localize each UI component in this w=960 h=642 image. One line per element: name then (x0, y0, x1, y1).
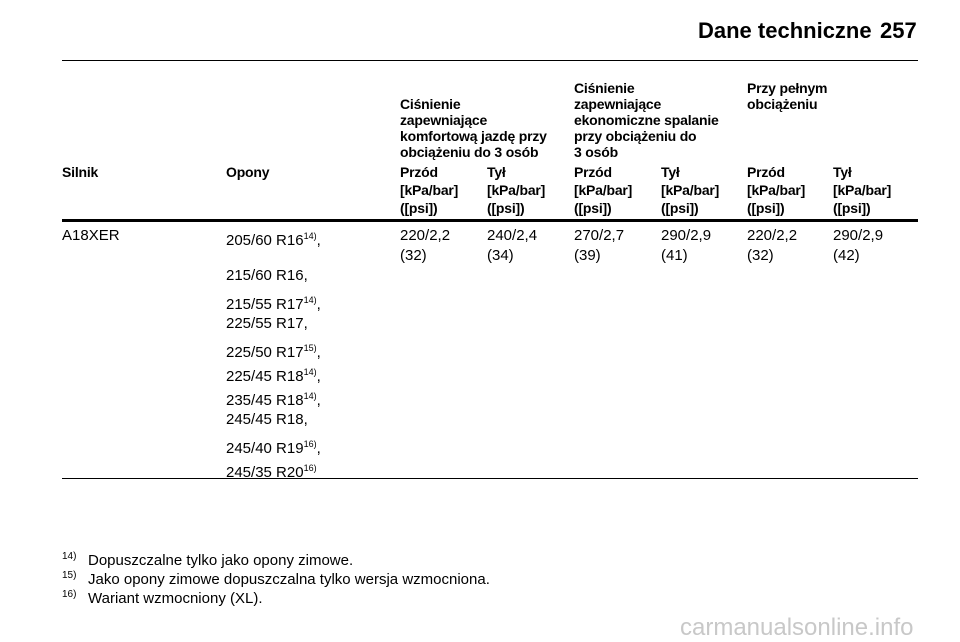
tyre-text: 215/60 R16, (226, 267, 308, 284)
tyre-note: 14) (303, 391, 317, 401)
pressure: 220/2,2 (400, 227, 451, 244)
group-header: 3 osób (574, 144, 618, 160)
group-header: Ciśnienie (400, 96, 461, 112)
tyre-text: 225/50 R17 (226, 344, 304, 361)
group-header: komfortową jazdę przy (400, 128, 547, 144)
tyre-size: 245/35 R2016) (226, 459, 317, 482)
watermark: carmanualsonline.info (680, 614, 914, 641)
column-header: Przód (400, 164, 438, 180)
tyre-note: 16) (303, 439, 317, 449)
tyre-size: 235/45 R1814), (226, 387, 321, 410)
unit-label: ([psi]) (400, 200, 438, 216)
tyre-size: 225/50 R1715), (226, 339, 321, 362)
tyre-size: 205/60 R1614), (226, 227, 321, 250)
tyre-suffix: , (316, 232, 321, 249)
unit-label: [kPa/bar] (833, 182, 892, 198)
pressure-psi: (39) (574, 247, 601, 264)
column-header: Silnik (62, 164, 99, 180)
column-header: Tył (661, 164, 680, 180)
column-header: Tył (833, 164, 852, 180)
unit-label: ([psi]) (487, 200, 525, 216)
tyre-note: 15) (303, 343, 317, 353)
engine: A18XER (62, 227, 120, 244)
page-title: Dane techniczne (698, 18, 872, 43)
page-number: 257 (880, 18, 917, 43)
unit-label: ([psi]) (574, 200, 612, 216)
unit-label: ([psi]) (833, 200, 871, 216)
tyre-suffix: , (316, 440, 321, 457)
tyre-size: 245/45 R18, (226, 411, 308, 429)
unit-label: [kPa/bar] (747, 182, 806, 198)
tyre-text: 235/45 R18 (226, 392, 304, 409)
tyre-size: 215/55 R1714), (226, 291, 321, 314)
tyre-note: 14) (303, 231, 317, 241)
group-header: przy obciążeniu do (574, 128, 697, 144)
footnote-text: Dopuszczalne tylko jako opony zimowe. (88, 552, 354, 569)
pressure: 290/2,9 (833, 227, 884, 244)
pressure-psi: (41) (661, 247, 688, 264)
tyre-suffix: , (316, 392, 321, 409)
footnote-text: Jako opony zimowe dopuszczalna tylko wer… (88, 571, 490, 588)
tyre-text: 245/35 R20 (226, 464, 304, 481)
group-header: Ciśnienie (574, 80, 635, 96)
group-header: ekonomiczne spalanie (574, 112, 719, 128)
column-header: Przód (574, 164, 612, 180)
pressure: 220/2,2 (747, 227, 798, 244)
unit-label: ([psi]) (661, 200, 699, 216)
pressure-psi: (32) (400, 247, 427, 264)
tyre-text: 205/60 R16 (226, 232, 304, 249)
tyre-note: 14) (303, 367, 317, 377)
tyre-suffix: , (316, 296, 321, 313)
tyre-size: 225/55 R17, (226, 315, 308, 333)
footnote-mark: 15) (62, 570, 77, 581)
tyre-size: 245/40 R1916), (226, 435, 321, 458)
column-header: Przód (747, 164, 785, 180)
tyre-size: 215/60 R16, (226, 267, 308, 285)
tyre-suffix: , (316, 368, 321, 385)
footnote-text: Wariant wzmocniony (XL). (88, 590, 263, 607)
tyre-text: 225/45 R18 (226, 368, 304, 385)
table-bottom-rule (62, 478, 918, 479)
pressure: 270/2,7 (574, 227, 625, 244)
tyre-suffix: , (316, 344, 321, 361)
footnote-mark: 16) (62, 589, 77, 600)
tyre-note: 16) (303, 463, 317, 473)
pressure-psi: (32) (747, 247, 774, 264)
group-header: zapewniające (400, 112, 488, 128)
tyre-text: 215/55 R17 (226, 296, 304, 313)
unit-label: [kPa/bar] (400, 182, 459, 198)
tyre-note: 14) (303, 295, 317, 305)
table-head-rule (62, 219, 918, 222)
pressure-psi: (34) (487, 247, 514, 264)
tyre-text: 245/40 R19 (226, 440, 304, 457)
pressure-psi: (42) (833, 247, 860, 264)
pressure: 240/2,4 (487, 227, 538, 244)
unit-label: ([psi]) (747, 200, 785, 216)
group-header: Przy pełnym (747, 80, 828, 96)
pressure: 290/2,9 (661, 227, 712, 244)
group-header: zapewniające (574, 96, 662, 112)
footnote-mark: 14) (62, 551, 77, 562)
unit-label: [kPa/bar] (574, 182, 633, 198)
unit-label: [kPa/bar] (487, 182, 546, 198)
header-rule (62, 60, 918, 61)
column-header: Opony (226, 164, 270, 180)
unit-label: [kPa/bar] (661, 182, 720, 198)
tyre-text: 225/55 R17, (226, 315, 308, 332)
column-header: Tył (487, 164, 506, 180)
tyre-size: 225/45 R1814), (226, 363, 321, 386)
tyre-text: 245/45 R18, (226, 411, 308, 428)
group-header: obciążeniu (747, 96, 818, 112)
group-header: obciążeniu do 3 osób (400, 144, 539, 160)
